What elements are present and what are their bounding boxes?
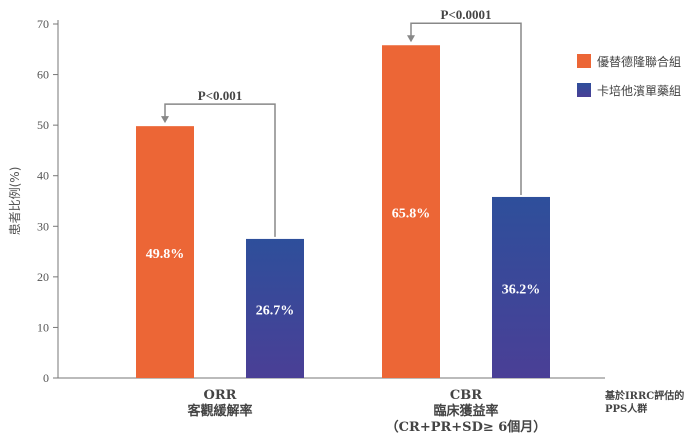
bar-data-label: 26.7% — [256, 303, 295, 318]
legend-label: 卡培他濱單藥組 — [597, 83, 681, 98]
bar-data-label: 49.8% — [146, 247, 185, 262]
x-category-label: 臨床獲益率 — [433, 403, 498, 419]
y-tick-label: 40 — [37, 169, 49, 183]
legend-label: 優替德隆聯合組 — [597, 54, 681, 69]
significance-bracket — [410, 22, 522, 195]
y-axis-label: 患者比例(%) — [8, 167, 22, 236]
y-tick-label: 50 — [37, 118, 49, 132]
significance-arrow — [407, 35, 415, 43]
y-tick-label: 10 — [37, 320, 49, 334]
significance-bracket — [164, 103, 276, 237]
footnote-text: PPS人群 — [605, 402, 647, 415]
bar-data-label: 36.2% — [502, 282, 541, 297]
labels: 49.8% 26.7% 65.8% 36.2% P<0.001 P<0.0001 ORR客觀… — [146, 7, 685, 435]
significance-arrow — [161, 116, 169, 124]
p-value-label: P<0.0001 — [440, 7, 491, 22]
y-tick-label: 30 — [37, 219, 49, 233]
y-tick-label: 60 — [37, 68, 49, 82]
bar-data-label: 65.8% — [392, 207, 431, 222]
x-category-label: 客觀緩解率 — [187, 403, 252, 419]
x-category-label: ORR — [204, 388, 237, 403]
bar — [246, 238, 304, 378]
legend-swatch — [577, 54, 591, 68]
x-category-label: （CR+PR+SD≥ 6個月） — [386, 419, 547, 435]
bar — [492, 196, 550, 378]
footnote-text: 基於IRRC評估的 — [604, 389, 684, 402]
legend-swatch — [577, 83, 591, 97]
x-category-label: CBR — [450, 388, 482, 403]
bar — [382, 45, 440, 379]
y-tick-label: 20 — [37, 270, 49, 284]
y-tick-label: 0 — [43, 371, 49, 385]
bars — [136, 45, 550, 379]
y-tick-label: 70 — [37, 17, 49, 31]
bar — [136, 126, 194, 378]
p-value-label: P<0.001 — [198, 88, 243, 103]
